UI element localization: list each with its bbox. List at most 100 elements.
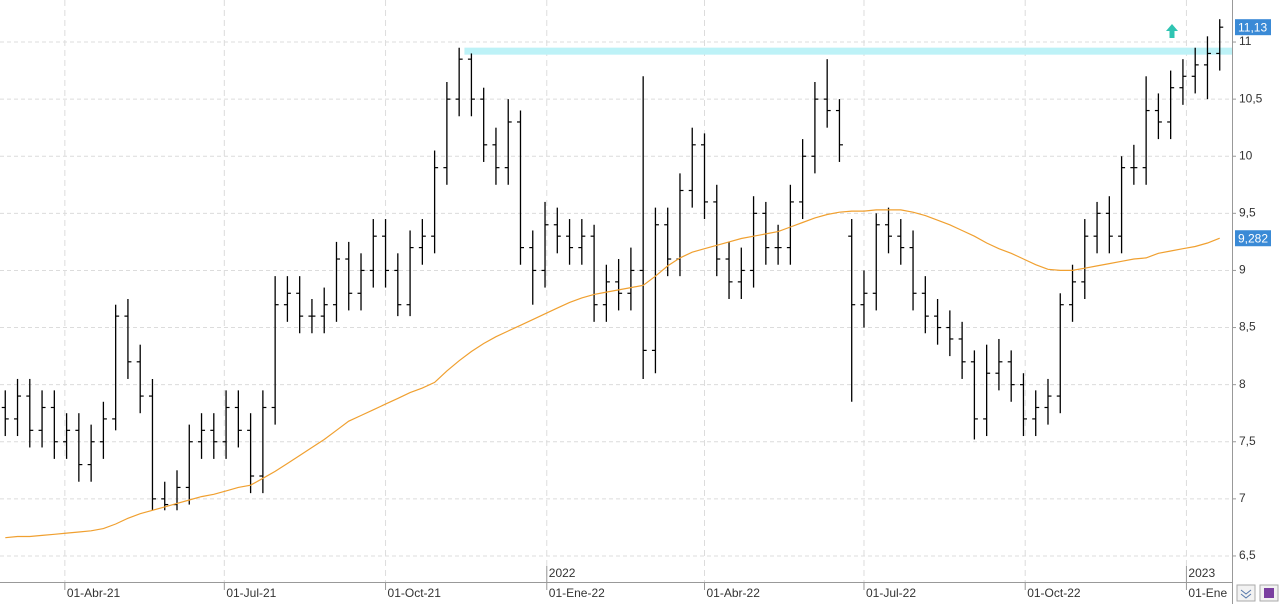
ohlc-bar [615,259,623,311]
ohlc-bar [566,219,574,265]
ohlc-bar [124,298,132,379]
y-tick-label: 9 [1239,263,1246,277]
ohlc-bar [872,213,880,311]
x-tick-label: 01-Ene [1188,586,1227,600]
signal-arrow [1166,24,1178,38]
ohlc-bar [1191,47,1199,94]
ohlc-bar [688,127,696,208]
ohlc-bar [1032,390,1040,437]
ohlc-bar [198,413,206,459]
ohlc-bar [492,127,500,185]
x-tick-label: 01-Jul-21 [226,586,276,600]
ohlc-bar [541,201,549,288]
ohlc-bar [835,99,843,162]
ohlc-bar [1081,219,1089,299]
ohlc-bar [247,413,255,494]
ohlc-bar [713,184,721,277]
ohlc-bar [406,230,414,317]
ohlc-bar [921,276,929,334]
x-tick-label: 01-Jul-22 [866,586,916,600]
ohlc-bar [1044,378,1052,425]
year-label: 2022 [549,566,576,580]
y-tick-label: 8,5 [1239,320,1256,334]
ohlc-bar [1056,293,1064,414]
ohlc-bar [1179,59,1187,105]
ohlc-bar [99,401,107,459]
ohlc-bar [50,390,58,459]
ohlc-bar [357,253,365,311]
moving-average-line [5,209,1220,539]
ohlc-bar [271,276,279,425]
ohlc-bar [443,82,451,185]
ohlc-bar [664,207,672,277]
ohlc-bar [222,390,230,459]
y-tick-label: 9,5 [1239,206,1256,220]
ohlc-bar [1142,76,1150,185]
y-tick-label: 7,5 [1239,434,1256,448]
price-marker-label: 9,282 [1238,231,1268,245]
ohlc-bar [1019,373,1027,437]
ohlc-bar [26,378,34,448]
ohlc-bar [750,196,758,288]
ohlc-bar [639,76,647,379]
x-tick-label: 01-Ene-22 [549,586,605,600]
zoom-icon [1240,589,1252,599]
ohlc-bar [308,298,316,334]
ohlc-bar [651,207,659,374]
ohlc-bar [1130,144,1138,185]
ohlc-bar [529,230,537,305]
ohlc-bar [431,150,439,254]
ohlc-bar [1,390,9,437]
y-tick-label: 8 [1239,377,1246,391]
ohlc-bar [234,390,242,448]
ohlc-bar [112,304,120,431]
ohlc-bar [934,298,942,345]
price-marker [1235,19,1271,36]
price-marker-label: 11,13 [1238,20,1267,34]
ohlc-bar [995,338,1003,391]
ohlc-bar [590,224,598,322]
ohlc-bar [394,253,402,317]
x-tick-label: 01-Oct-21 [388,586,442,600]
ohlc-bar [946,310,954,357]
x-tick-label: 01-Oct-22 [1027,586,1081,600]
ohlc-bar [63,413,71,459]
ohlc-bar [958,321,966,379]
y-tick-label: 6,5 [1239,548,1256,562]
x-tick-label: 01-Abr-21 [67,586,121,600]
ohlc-bar [38,390,46,448]
resistance-line [464,47,1232,55]
ohlc-bar [627,247,635,311]
ohlc-bar [725,241,733,299]
ohlc-bar [382,219,390,288]
ohlc-bar [909,230,917,311]
ohlc-bar [811,82,819,174]
ohlc-bar [516,110,524,265]
ohlc-bar [87,424,95,482]
ohlc-bar [418,219,426,265]
ohlc-bar [1118,156,1126,254]
ohlc-bar [296,276,304,334]
year-label: 2023 [1188,566,1215,580]
ohlc-bar [786,184,794,265]
zoom-button[interactable] [1236,584,1256,602]
ohlc-bar [897,219,905,265]
ohlc-bar [14,378,22,437]
ohlc-bar [578,219,586,265]
ohlc-bar [799,139,807,220]
ohlc-bar [455,47,463,117]
ohlc-bar [860,270,868,328]
y-tick-label: 11 [1239,34,1252,48]
ohlc-bar [1069,264,1077,322]
ohlc-bar [161,481,169,511]
ohlc-bar [1007,350,1015,402]
y-tick-label: 10 [1239,148,1253,162]
ohlc-bar [970,350,978,440]
ohlc-bar [1093,201,1101,254]
ohlc-bar [332,241,340,322]
ohlc-bar [1203,36,1211,100]
x-tick-label: 01-Abr-22 [707,586,761,600]
